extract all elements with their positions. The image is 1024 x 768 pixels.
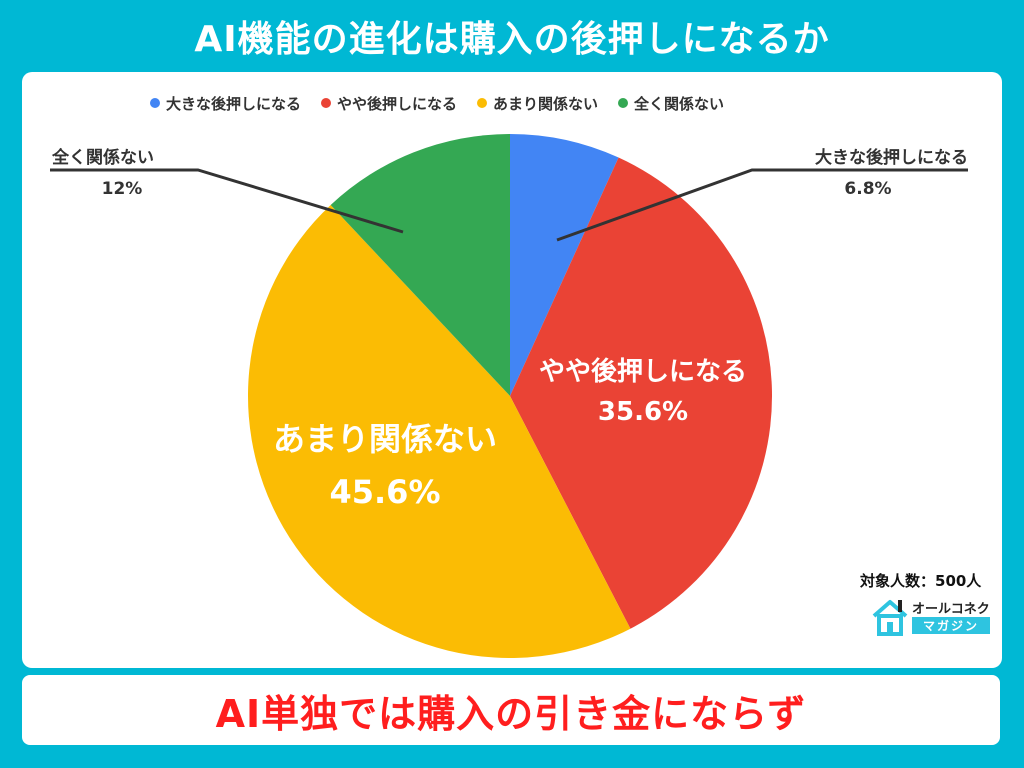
- slice-strong: [510, 134, 619, 396]
- callout-line-none: [50, 168, 404, 234]
- legend-item-strong: 大きな後押しになる: [150, 93, 301, 114]
- house-logo-icon: [872, 600, 908, 636]
- legend-swatch-blue: [150, 98, 160, 108]
- banner-text: AI単独では購入の引き金にならず: [215, 691, 807, 736]
- legend-label: 全く関係ない: [634, 94, 725, 113]
- slice-value-none: 12%: [102, 179, 143, 199]
- slice-label-little: あまり関係ない: [273, 420, 497, 458]
- brand-logo: オールコネクト マガジン: [870, 598, 1000, 636]
- sample-size-note: 対象人数：500人: [860, 572, 982, 590]
- conclusion-banner: AI単独では購入の引き金にならず: [22, 675, 1000, 745]
- legend-swatch-green: [618, 98, 629, 108]
- legend-swatch-red: [321, 98, 332, 108]
- legend-item-little: あまり関係ない: [477, 93, 598, 114]
- slice-somewhat: [510, 157, 773, 629]
- callout-line-strong: [556, 168, 968, 242]
- slice-value-somewhat: 35.6%: [598, 397, 688, 427]
- legend-label: 大きな後押しになる: [166, 94, 302, 113]
- pie-slices: [247, 134, 773, 659]
- slice-none: [330, 134, 510, 396]
- page-title: AI機能の進化は購入の後押しになるか: [194, 19, 830, 60]
- slice-label-somewhat: やや後押しになる: [539, 356, 747, 387]
- slice-value-strong: 6.8%: [844, 179, 891, 199]
- legend-swatch-yellow: [477, 98, 488, 108]
- slice-label-strong: 大きな後押しになる: [815, 147, 968, 168]
- slice-little: [247, 205, 631, 659]
- slice-label-none: 全く関係ない: [51, 147, 154, 168]
- legend-label: あまり関係ない: [493, 94, 599, 113]
- legend-item-none: 全く関係ない: [618, 93, 724, 114]
- legend-label: やや後押しになる: [337, 94, 458, 113]
- slice-value-little: 45.6%: [329, 473, 440, 511]
- chart-legend: 大きな後押しになる やや後押しになる あまり関係ない 全く関係ない: [150, 93, 724, 113]
- legend-item-somewhat: やや後押しになる: [321, 93, 457, 114]
- logo-text-bottom: マガジン: [912, 617, 990, 634]
